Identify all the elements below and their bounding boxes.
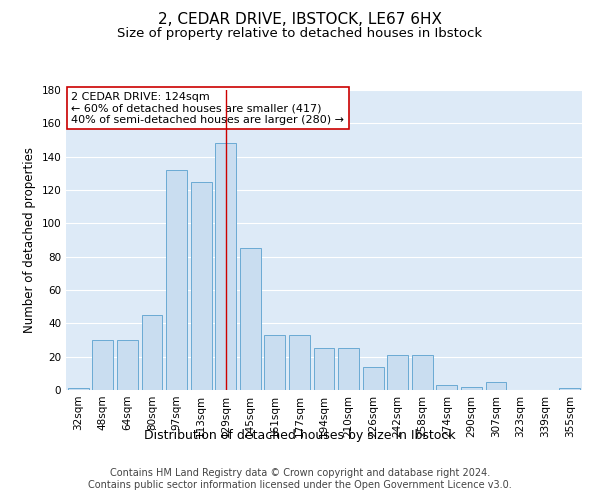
Text: Contains HM Land Registry data © Crown copyright and database right 2024.: Contains HM Land Registry data © Crown c… (110, 468, 490, 477)
Bar (215, 144, 236, 390)
Bar (166, 170, 187, 390)
Bar (436, 385, 457, 390)
Bar (92, 340, 113, 390)
Text: Size of property relative to detached houses in Ibstock: Size of property relative to detached ho… (118, 28, 482, 40)
Text: 2 CEDAR DRIVE: 124sqm
← 60% of detached houses are smaller (417)
40% of semi-det: 2 CEDAR DRIVE: 124sqm ← 60% of detached … (71, 92, 344, 124)
Bar (387, 355, 408, 390)
Text: Contains public sector information licensed under the Open Government Licence v3: Contains public sector information licen… (88, 480, 512, 490)
Bar (559, 388, 580, 390)
Bar (338, 348, 359, 390)
Y-axis label: Number of detached properties: Number of detached properties (23, 147, 36, 333)
Bar (265, 335, 286, 390)
Bar (240, 248, 261, 390)
Bar (68, 388, 89, 390)
Bar (412, 355, 433, 390)
Bar (314, 348, 334, 390)
Bar (191, 182, 212, 390)
Bar (485, 382, 506, 390)
Text: 2, CEDAR DRIVE, IBSTOCK, LE67 6HX: 2, CEDAR DRIVE, IBSTOCK, LE67 6HX (158, 12, 442, 28)
Text: Distribution of detached houses by size in Ibstock: Distribution of detached houses by size … (144, 428, 456, 442)
Bar (142, 315, 163, 390)
Bar (289, 335, 310, 390)
Bar (362, 366, 383, 390)
Bar (117, 340, 138, 390)
Bar (461, 386, 482, 390)
